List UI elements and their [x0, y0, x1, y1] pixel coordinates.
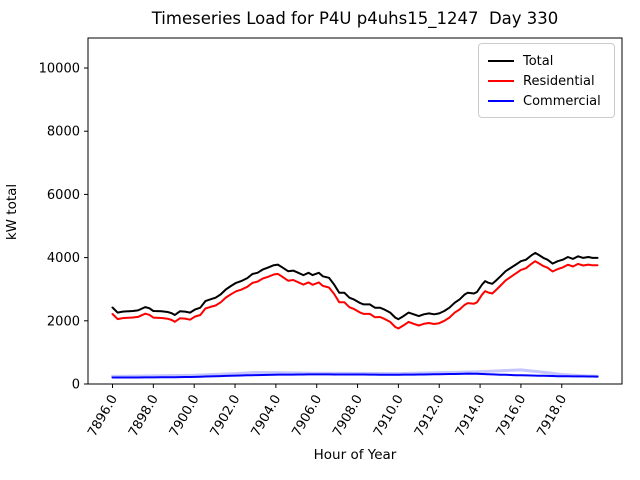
legend-entry-total: Total: [488, 51, 605, 71]
chart-title: Timeseries Load for P4U p4uhs15_1247 Day…: [151, 9, 559, 28]
x-tick-label: 7912.0: [412, 393, 448, 440]
x-tick-label: 7904.0: [249, 393, 285, 440]
series-line-commercial: [111, 372, 599, 379]
x-tick-label: 7918.0: [534, 393, 570, 440]
legend-label: Commercial: [523, 93, 601, 109]
x-tick-label: 7898.0: [126, 393, 162, 440]
legend: Total Residential Commercial: [478, 43, 615, 118]
y-tick-label: 6000: [47, 188, 80, 203]
y-axis-label: kW total: [4, 183, 20, 241]
series-line-residential: [111, 260, 599, 330]
x-tick-label: 7916.0: [494, 393, 530, 440]
series-line-total: [111, 251, 599, 321]
legend-line-swatch: [488, 60, 514, 62]
x-tick-label: 7900.0: [167, 393, 203, 440]
legend-label: Residential: [523, 73, 595, 89]
y-tick-label: 10000: [39, 62, 80, 77]
legend-entry-residential: Residential: [488, 71, 605, 91]
legend-entry-commercial: Commercial: [488, 91, 605, 111]
legend-line-swatch: [488, 100, 514, 102]
legend-label: Total: [523, 53, 554, 69]
x-tick-label: 7906.0: [289, 393, 325, 440]
x-tick-label: 7902.0: [208, 393, 244, 440]
y-tick-label: 4000: [47, 251, 80, 266]
x-tick-label: 7914.0: [453, 393, 489, 440]
x-axis-label: Hour of Year: [313, 447, 397, 463]
x-tick-label: 7908.0: [330, 393, 366, 440]
y-tick-label: 8000: [47, 125, 80, 140]
legend-line-swatch: [488, 80, 514, 82]
y-tick-label: 0: [72, 378, 80, 393]
x-tick-label: 7896.0: [85, 393, 121, 440]
axes-frame: [87, 37, 623, 385]
x-tick-label: 7910.0: [371, 393, 407, 440]
y-tick-label: 2000: [47, 314, 80, 329]
series-line-commercial-glow: [111, 368, 599, 378]
